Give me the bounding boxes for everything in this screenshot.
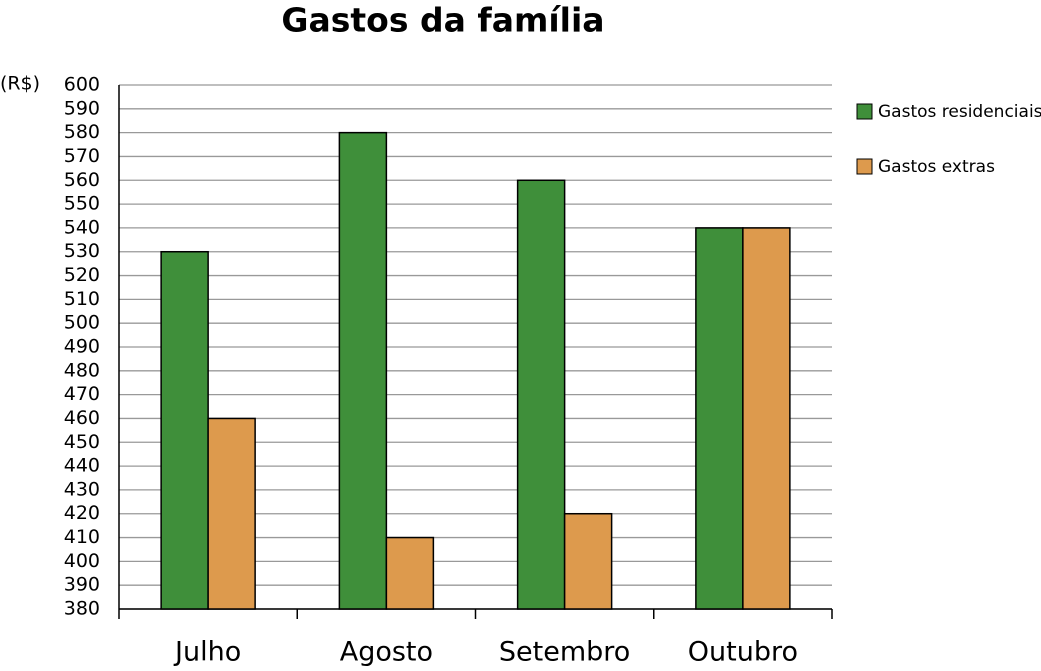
x-tick-label: Agosto	[340, 637, 433, 668]
y-tick-label: 430	[64, 478, 100, 500]
x-tick-label: Julho	[173, 637, 241, 668]
legend-label: Gastos extras	[878, 157, 995, 177]
bar	[563, 512, 613, 610]
chart-title: Gastos da família	[281, 1, 604, 40]
y-tick-label: 420	[64, 502, 100, 524]
y-tick-label: 410	[64, 526, 100, 548]
bar	[695, 227, 744, 610]
y-tick-label: 560	[64, 169, 100, 191]
bar	[160, 250, 209, 610]
y-tick-label: 490	[64, 336, 100, 358]
x-tick-label: Outubro	[688, 637, 798, 668]
y-tick-label: 510	[64, 288, 100, 310]
bar	[516, 179, 566, 610]
y-tick-label: 480	[64, 359, 100, 381]
bar	[338, 131, 388, 610]
y-axis-label: (R$)	[0, 73, 40, 95]
y-tick-label: 530	[64, 240, 100, 262]
y-tick-label: 470	[64, 383, 100, 405]
bar	[742, 227, 791, 610]
y-tick-label: 580	[64, 121, 100, 143]
y-tick-label: 520	[64, 264, 100, 286]
y-tick-label: 570	[64, 145, 100, 167]
y-tick-label: 590	[64, 97, 100, 119]
legend-label: Gastos residenciais	[878, 102, 1041, 122]
y-tick-label: 550	[64, 193, 100, 215]
legend-swatch	[856, 158, 873, 175]
x-tick-label: Setembro	[499, 637, 630, 668]
y-tick-label: 400	[64, 550, 100, 572]
bar	[385, 536, 435, 610]
y-tick-label: 500	[64, 312, 100, 334]
y-tick-label: 450	[64, 431, 100, 453]
y-tick-label: 540	[64, 216, 100, 238]
y-tick-label: 460	[64, 407, 100, 429]
legend-swatch	[856, 103, 873, 120]
y-tick-label: 440	[64, 455, 100, 477]
bar	[207, 417, 256, 610]
y-tick-label: 600	[64, 74, 100, 96]
y-tick-label: 390	[64, 574, 100, 596]
y-tick-label: 380	[64, 598, 100, 620]
